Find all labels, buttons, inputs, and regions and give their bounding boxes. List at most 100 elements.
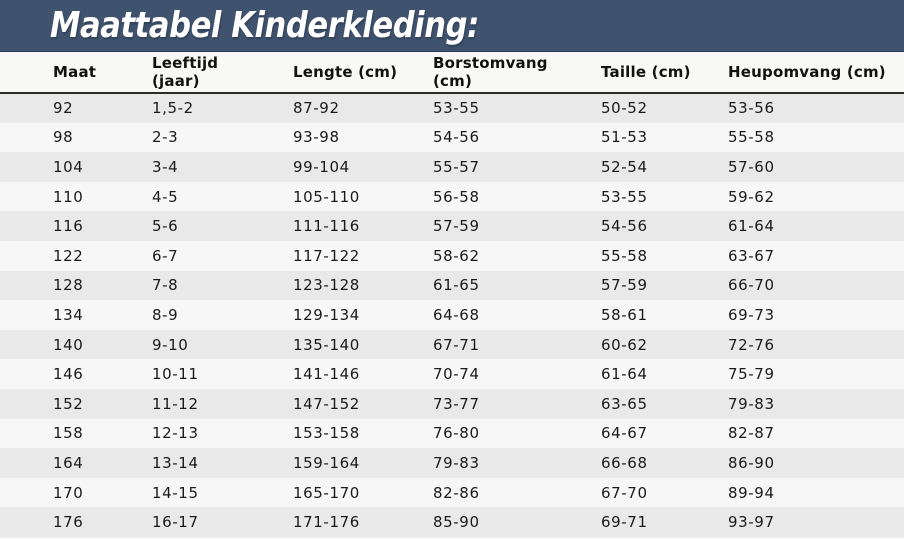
table-cell: 16-17 bbox=[152, 513, 199, 532]
table-cell: 72-76 bbox=[728, 335, 775, 354]
table-row: 128 7-8 123-128 61-65 57-59 66-70 bbox=[0, 270, 904, 301]
table-cell: 54-56 bbox=[601, 217, 648, 236]
table-cell: 98 bbox=[53, 128, 74, 147]
table-cell: 70-74 bbox=[433, 365, 480, 384]
table-cell: 93-98 bbox=[293, 128, 340, 147]
column-header-taille: Taille (cm) bbox=[580, 52, 707, 94]
table-cell: 1,5-2 bbox=[152, 99, 194, 118]
table-cell: 99-104 bbox=[293, 157, 350, 176]
table-cell: 176 bbox=[53, 513, 84, 532]
table-cell: 57-59 bbox=[601, 276, 648, 295]
table-cell: 55-58 bbox=[728, 128, 775, 147]
table-cell: 146 bbox=[53, 365, 84, 384]
table-body: 92 1,5-2 87-92 53-55 50-52 53-56 98 2-3 93-98 54-… bbox=[0, 93, 904, 537]
table-cell: 123-128 bbox=[293, 276, 360, 295]
table-cell: 79-83 bbox=[433, 453, 480, 472]
table-cell: 75-79 bbox=[728, 365, 775, 384]
table-cell: 152 bbox=[53, 394, 84, 413]
table-cell: 50-52 bbox=[601, 99, 648, 118]
table-cell: 153-158 bbox=[293, 424, 360, 443]
table-cell: 116 bbox=[53, 217, 84, 236]
table-cell: 4-5 bbox=[152, 187, 179, 206]
table-row: 164 13-14 159-164 79-83 66-68 86-90 bbox=[0, 448, 904, 478]
table-header: Maat Leeftijd (jaar) Lengte (cm) Borstom… bbox=[0, 52, 904, 94]
table-cell: 141-146 bbox=[293, 365, 360, 384]
table-cell: 64-67 bbox=[601, 424, 648, 443]
table-cell: 14-15 bbox=[152, 483, 199, 502]
table-row: 122 6-7 117-122 58-62 55-58 63-67 bbox=[0, 240, 904, 271]
table-cell: 140 bbox=[53, 335, 84, 354]
table-cell: 11-12 bbox=[152, 394, 199, 413]
table-cell: 93-97 bbox=[728, 513, 775, 532]
column-header-maat: Maat bbox=[0, 52, 130, 94]
table-cell: 128 bbox=[53, 276, 84, 295]
table-cell: 57-60 bbox=[728, 157, 775, 176]
table-cell: 105-110 bbox=[293, 187, 360, 206]
table-cell: 53-55 bbox=[433, 99, 480, 118]
table-cell: 7-8 bbox=[152, 276, 179, 295]
table-cell: 6-7 bbox=[152, 246, 179, 265]
table-cell: 63-67 bbox=[728, 246, 775, 265]
table-cell: 67-71 bbox=[433, 335, 480, 354]
table-cell: 61-65 bbox=[433, 276, 480, 295]
table-row: 98 2-3 93-98 54-56 51-53 55-58 bbox=[0, 122, 904, 153]
table-cell: 58-62 bbox=[433, 246, 480, 265]
table-cell: 9-10 bbox=[152, 335, 189, 354]
table-cell: 63-65 bbox=[601, 394, 648, 413]
table-cell: 86-90 bbox=[728, 453, 775, 472]
table-cell: 58-61 bbox=[601, 305, 648, 324]
table-row: 110 4-5 105-110 56-58 53-55 59-62 bbox=[0, 181, 904, 212]
header-row: Maat Leeftijd (jaar) Lengte (cm) Borstom… bbox=[0, 52, 904, 94]
table-cell: 89-94 bbox=[728, 483, 775, 502]
table-cell: 87-92 bbox=[293, 99, 340, 118]
table-cell: 147-152 bbox=[293, 394, 360, 413]
table-cell: 104 bbox=[53, 157, 84, 176]
table-cell: 51-53 bbox=[601, 128, 648, 147]
table-cell: 66-70 bbox=[728, 276, 775, 295]
table-cell: 52-54 bbox=[601, 157, 648, 176]
page-title: Maattabel Kinderkleding: bbox=[50, 5, 479, 46]
table-cell: 129-134 bbox=[293, 305, 360, 324]
table-cell: 171-176 bbox=[293, 513, 360, 532]
table-row: 170 14-15 165-170 82-86 67-70 89-94 bbox=[0, 477, 904, 508]
table-cell: 56-58 bbox=[433, 187, 480, 206]
column-header-leeftijd: Leeftijd (jaar) bbox=[130, 52, 270, 94]
table-row: 152 11-12 147-152 73-77 63-65 79-83 bbox=[0, 388, 904, 419]
table-cell: 159-164 bbox=[293, 453, 360, 472]
table-row: 104 3-4 99-104 55-57 52-54 57-60 bbox=[0, 152, 904, 182]
table-cell: 67-70 bbox=[601, 483, 648, 502]
table-cell: 79-83 bbox=[728, 394, 775, 413]
table-cell: 55-58 bbox=[601, 246, 648, 265]
table-cell: 57-59 bbox=[433, 217, 480, 236]
table-cell: 54-56 bbox=[433, 128, 480, 147]
table-cell: 111-116 bbox=[293, 217, 360, 236]
column-header-heupomvang: Heupomvang (cm) bbox=[707, 52, 904, 94]
column-header-lengte: Lengte (cm) bbox=[270, 52, 410, 94]
table-cell: 82-87 bbox=[728, 424, 775, 443]
table-cell: 110 bbox=[53, 187, 84, 206]
table-cell: 164 bbox=[53, 453, 84, 472]
table-cell: 158 bbox=[53, 424, 84, 443]
table-cell: 122 bbox=[53, 246, 84, 265]
table-cell: 92 bbox=[53, 99, 74, 118]
table-row: 140 9-10 135-140 67-71 60-62 72-76 bbox=[0, 329, 904, 360]
size-chart-table: Maat Leeftijd (jaar) Lengte (cm) Borstom… bbox=[0, 52, 904, 537]
table-cell: 69-71 bbox=[601, 513, 648, 532]
table-cell: 82-86 bbox=[433, 483, 480, 502]
table-cell: 76-80 bbox=[433, 424, 480, 443]
table-cell: 5-6 bbox=[152, 217, 179, 236]
table-cell: 73-77 bbox=[433, 394, 480, 413]
table-cell: 53-56 bbox=[728, 99, 775, 118]
table-cell: 8-9 bbox=[152, 305, 179, 324]
table-row: 92 1,5-2 87-92 53-55 50-52 53-56 bbox=[0, 93, 904, 123]
table-cell: 165-170 bbox=[293, 483, 360, 502]
table-cell: 170 bbox=[53, 483, 84, 502]
table-row: 134 8-9 129-134 64-68 58-61 69-73 bbox=[0, 300, 904, 330]
table-cell: 3-4 bbox=[152, 157, 179, 176]
table-row: 176 16-17 171-176 85-90 69-71 93-97 bbox=[0, 507, 904, 537]
table-cell: 12-13 bbox=[152, 424, 199, 443]
table-cell: 66-68 bbox=[601, 453, 648, 472]
table-row: 158 12-13 153-158 76-80 64-67 82-87 bbox=[0, 418, 904, 449]
table-cell: 61-64 bbox=[728, 217, 775, 236]
